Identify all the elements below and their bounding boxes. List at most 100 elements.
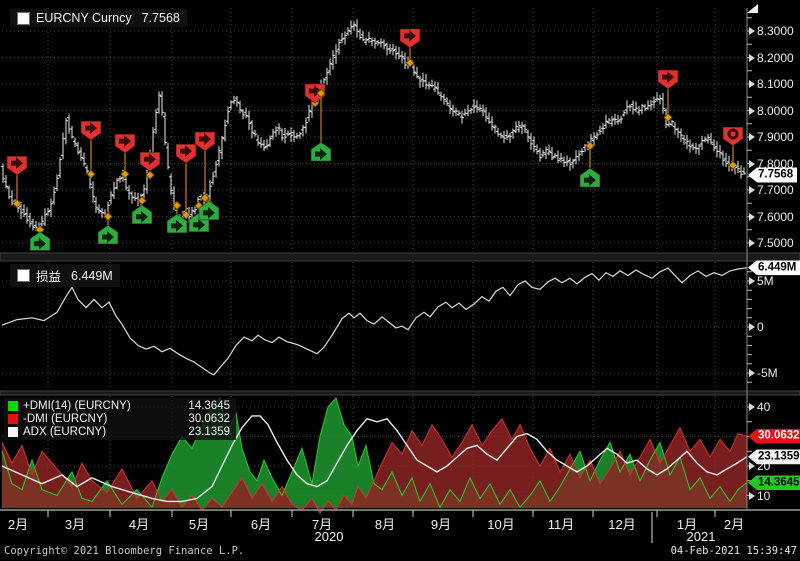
adx-swatch [8,427,18,437]
minus-dmi-line [1,417,748,515]
axis-tick-arrow-icon [749,491,755,500]
x-axis-month-label: 10月 [487,517,515,532]
signal-arrow-icon [34,237,46,250]
adx-value: 23.1359 [188,426,230,438]
axis-tick-arrow-icon [749,27,755,35]
x-axis-ticks [47,510,716,517]
dmi-value-badge: 23.1359 [748,449,800,465]
panel-separator [0,252,800,262]
pnl-line [1,267,748,376]
x-axis-month-label: 1月 [676,517,698,532]
x-axis-month-label: 8月 [374,517,396,532]
pnl-axis-label: 0 [749,321,764,333]
trade-marker-diamond [172,200,182,211]
dmi-legend[interactable]: +DMI(14) (EURCNY) 14.3645 -DMI (EURCNY) … [4,398,236,440]
plus-dmi-swatch [8,401,18,411]
ohlc-price-bars [1,19,746,237]
signal-arrow-icon [180,145,192,158]
pnl-legend-label: 损益 [36,270,62,284]
trade-marker-diamond [316,88,326,98]
plus-dmi-label: +DMI(14) (EURCNY) [23,400,131,412]
trade-marker-diamond [200,193,210,203]
price-axis-label: 7.8000 [749,158,794,170]
axis-tick-arrow-icon [749,80,755,88]
x-axis-month-label: 2月 [723,517,745,532]
signal-arrow-icon [171,219,183,232]
x-axis-month-label: 11月 [547,517,575,532]
dmi-legend-row-plus[interactable]: +DMI(14) (EURCNY) 14.3645 [8,400,230,412]
axis-tick-arrow-icon [749,159,755,168]
trade-marker-diamond [663,112,673,123]
dmi-axis-label: 10 [749,490,770,502]
axis-tick-arrow-icon [749,323,755,331]
trade-marker-diamond [12,198,22,209]
signal-arrow-icon [404,29,416,42]
trade-marker-diamond [86,169,96,179]
pnl-legend[interactable]: 损益 6.449M [10,264,120,287]
price-axis-label: 7.9000 [749,131,794,143]
signal-arrow-icon [11,157,23,170]
dmi-legend-row-adx[interactable]: ADX (EURCNY) 23.1359 [8,426,230,438]
dmi-legend-row-minus[interactable]: -DMI (EURCNY) 30.0632 [8,413,230,425]
last-price-badge: 7.7568 [748,167,798,183]
axis-tick-arrow-icon [749,212,755,221]
x-axis-month-label: 12月 [608,517,636,532]
x-axis-month-label: 7月 [311,517,333,532]
signal-arrow-icon [85,122,97,135]
footer-copyright: Copyright© 2021 Bloomberg Finance L.P. [4,545,245,557]
x-axis-month-label: 2月 [7,517,29,532]
minus-dmi-value: 30.0632 [188,413,230,425]
panel-separator [0,390,800,396]
signal-arrow-icon [584,174,596,187]
price-axis-label: 7.7000 [749,184,794,196]
corner-marker [747,4,758,13]
trade-marker-diamond [120,169,130,179]
axis-tick-arrow-icon [749,239,755,247]
x-axis-year-label: 2021 [686,529,716,544]
plus-dmi-area [2,398,747,508]
pnl-axis-label: 5M [749,275,774,287]
price-axis-label: 8.3000 [749,25,794,37]
x-axis-month-label: 9月 [430,517,452,532]
trade-marker-diamond [728,160,738,170]
signal-arrow-icon [136,210,148,223]
axis-tick-arrow-icon [749,106,755,115]
signal-arrow-icon [119,135,131,148]
x-axis-month-label: 4月 [128,517,150,532]
adx-label: ADX (EURCNY) [23,426,107,438]
signal-circle-icon [727,128,739,140]
price-axis-label: 8.0000 [749,105,794,117]
signal-arrow-icon [309,85,321,98]
pnl-axis-label: -5M [749,367,778,379]
trade-marker-diamond [585,141,595,151]
x-axis-year-label: 2020 [314,529,344,544]
axis-tick-arrow-icon [749,53,755,62]
signal-arrow-icon [662,70,674,83]
adx-line [1,415,748,503]
trade-marker-diamond [405,58,415,68]
price-legend-symbol: EURCNY Curncy [36,11,132,25]
price-legend[interactable]: EURCNY Curncy 7.7568 [10,9,187,27]
axis-tick-arrow-icon [749,186,755,194]
x-axis-month-label: 3月 [64,517,86,532]
pnl-legend-swatch [17,269,30,282]
signal-arrow-icon [199,132,211,145]
x-axis-month-label: 6月 [250,517,272,532]
dmi-axis-label: 40 [749,401,770,413]
minus-dmi-label: -DMI (EURCNY) [23,413,108,425]
axis-tick-arrow-icon [749,133,755,141]
axis-tick-arrow-icon [749,462,755,470]
axis-tick-arrow-icon [749,403,755,411]
signal-arrow-icon [144,153,156,166]
minus-dmi-swatch [8,414,18,424]
plus-dmi-value: 14.3645 [188,400,230,412]
axis-tick-arrow-icon [749,277,755,285]
signal-arrow-icon [102,231,114,244]
dmi-value-badge: 30.0632 [748,428,800,444]
trade-marker-diamond [145,170,155,180]
axis-tick-arrow-icon [749,369,755,377]
signal-arrow-icon [315,148,327,161]
price-axis-label: 7.5000 [749,237,794,249]
pnl-value-badge: 6.449M [748,260,800,276]
